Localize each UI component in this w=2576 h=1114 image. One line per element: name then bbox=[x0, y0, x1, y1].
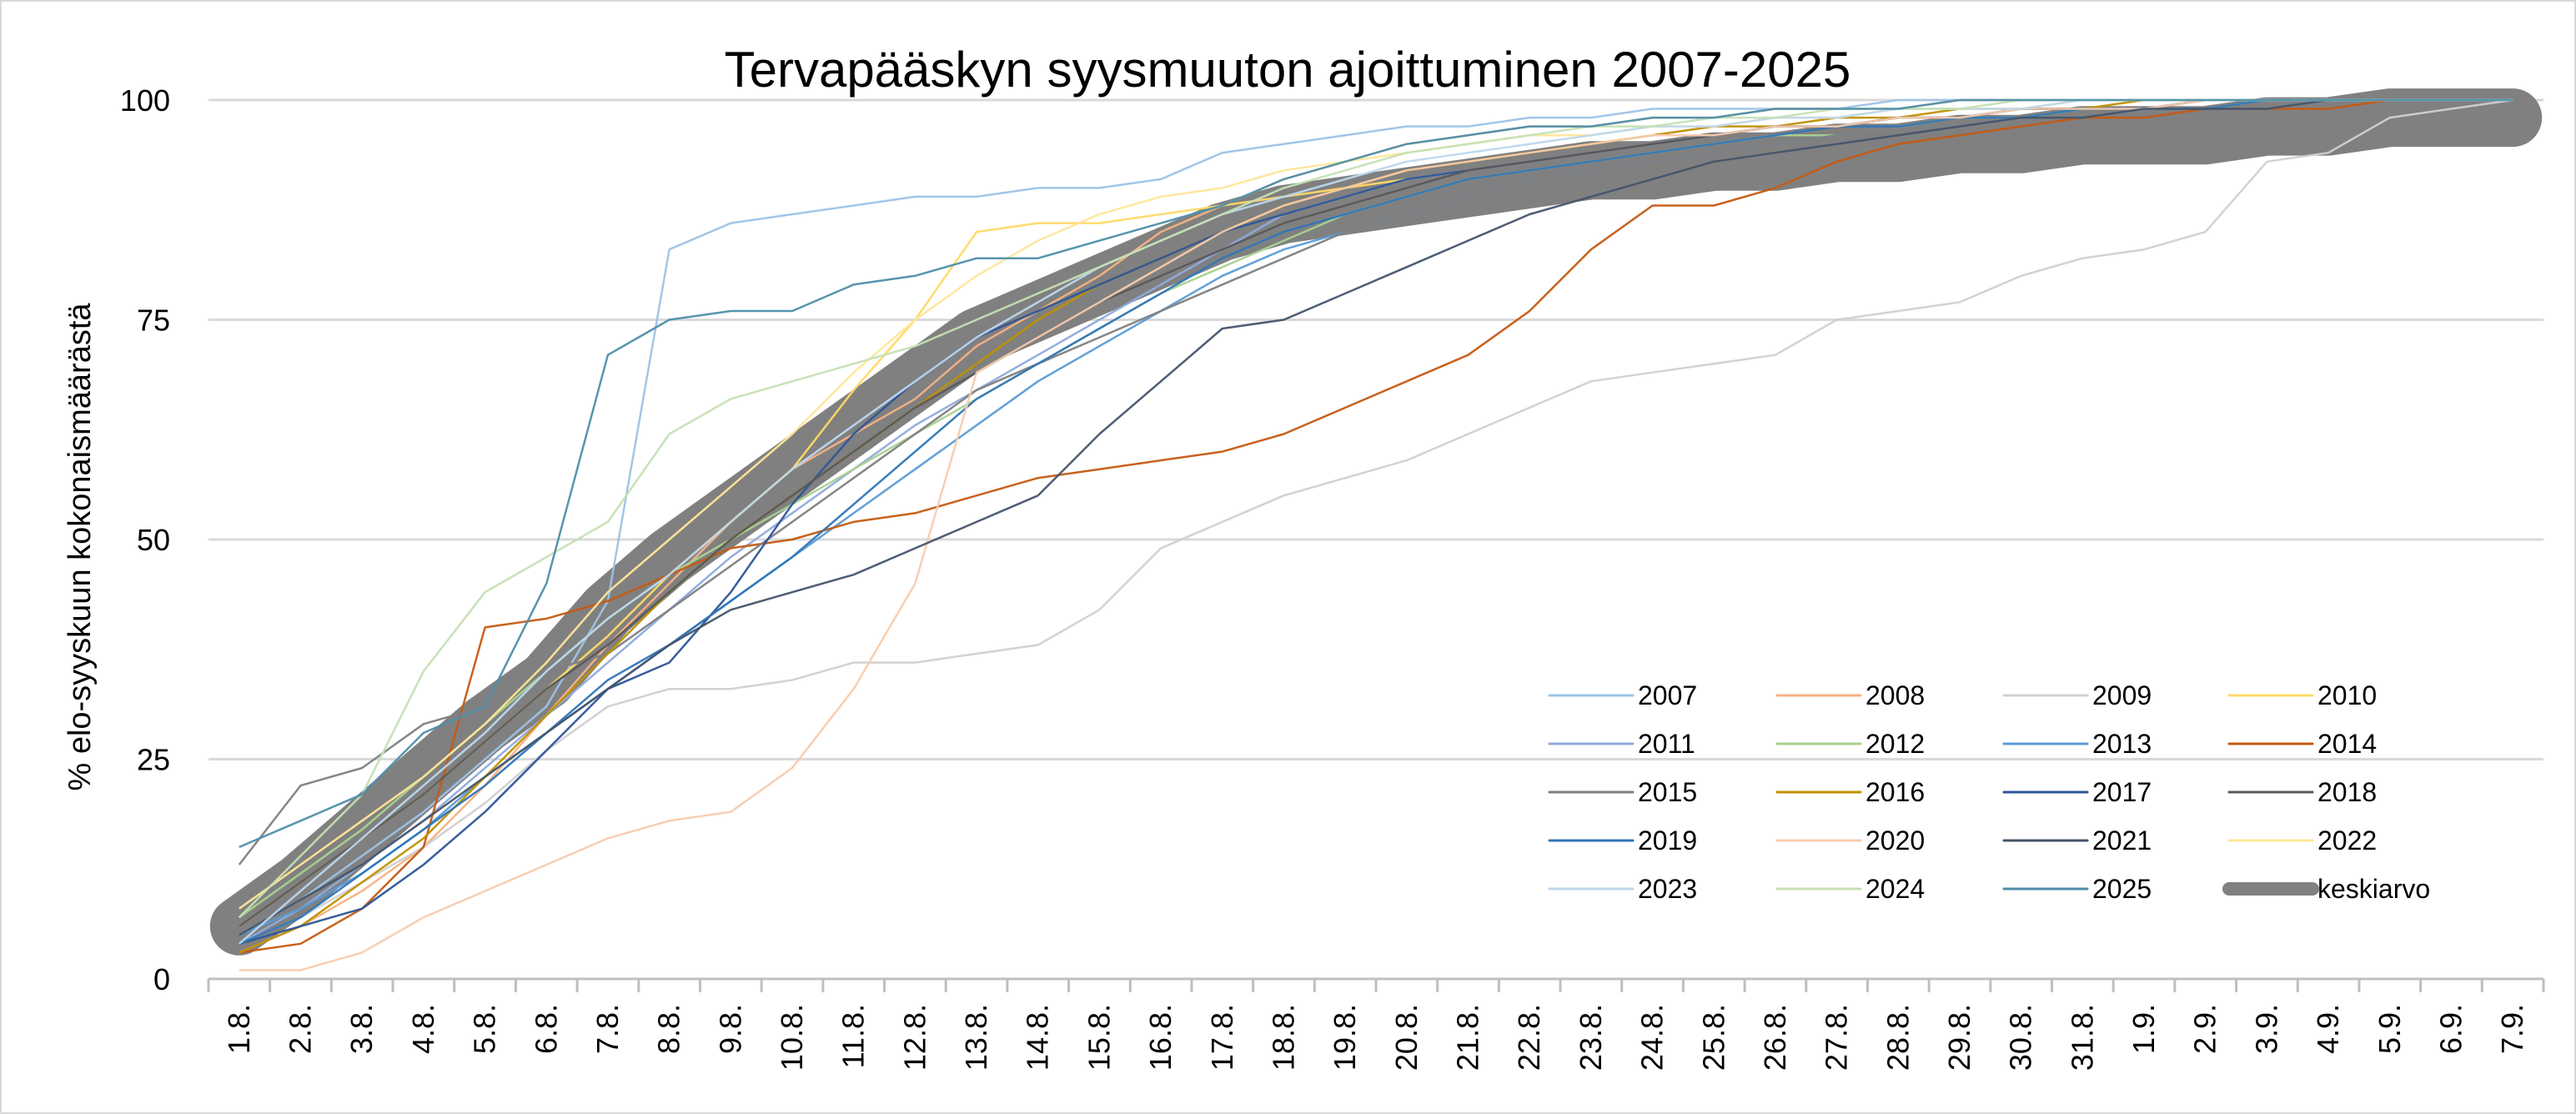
y-tick-label-0: 0 bbox=[153, 962, 170, 996]
x-tick-label-9: 10.8. bbox=[775, 1004, 809, 1071]
x-tick-label-32: 2.9. bbox=[2188, 1004, 2222, 1054]
y-axis-title: % elo-syyskuun kokonaismäärästä bbox=[63, 303, 98, 791]
legend-label-2010: 2010 bbox=[2317, 680, 2377, 710]
x-tick-label-19: 20.8. bbox=[1389, 1004, 1424, 1071]
x-tick-label-7: 8.8. bbox=[652, 1004, 686, 1054]
y-tick-label-50: 50 bbox=[137, 523, 170, 557]
legend-label-2017: 2017 bbox=[2092, 777, 2152, 807]
legend-label-2020: 2020 bbox=[1865, 825, 1925, 856]
x-tick-label-18: 19.8. bbox=[1328, 1004, 1362, 1071]
x-tick-label-22: 23.8. bbox=[1574, 1004, 1608, 1071]
x-tick-label-24: 25.8. bbox=[1696, 1004, 1730, 1071]
x-tick-label-0: 1.8. bbox=[222, 1004, 256, 1054]
x-tick-label-37: 7.9. bbox=[2495, 1004, 2529, 1054]
series-line-2025 bbox=[239, 98, 2513, 849]
x-tick-label-8: 9.8. bbox=[713, 1004, 747, 1054]
x-tick-label-29: 30.8. bbox=[2004, 1004, 2038, 1071]
x-tick-label-20: 21.8. bbox=[1451, 1004, 1485, 1071]
y-tick-label-100: 100 bbox=[120, 83, 170, 118]
legend-label-2019: 2019 bbox=[1638, 825, 1697, 856]
x-tick-label-23: 24.8. bbox=[1635, 1004, 1670, 1071]
series-line-2009 bbox=[239, 98, 2513, 945]
legend-label-2023: 2023 bbox=[1638, 874, 1697, 904]
x-tick-label-17: 18.8. bbox=[1266, 1004, 1300, 1071]
x-tick-label-25: 26.8. bbox=[1758, 1004, 1792, 1071]
series-lines bbox=[209, 88, 2543, 971]
x-tick-label-21: 22.8. bbox=[1512, 1004, 1546, 1071]
x-tick-label-35: 5.9. bbox=[2373, 1004, 2407, 1054]
x-tick-label-14: 15.8. bbox=[1082, 1004, 1116, 1071]
x-tick-label-5: 6.8. bbox=[529, 1004, 563, 1054]
chart-title: Tervapääskyn syysmuuton ajoittuminen 200… bbox=[725, 42, 1851, 98]
x-tick-label-2: 3.8. bbox=[344, 1004, 379, 1054]
x-tick-label-13: 14.8. bbox=[1021, 1004, 1055, 1071]
series-line-2021 bbox=[239, 98, 2513, 936]
x-tick-label-28: 29.8. bbox=[1942, 1004, 1976, 1071]
x-tick-label-36: 6.9. bbox=[2433, 1004, 2468, 1054]
series-line-keskiarvo bbox=[209, 88, 2543, 956]
legend-label-2024: 2024 bbox=[1865, 874, 1925, 904]
axes: 0 25 50 75 100 1.8. 2.8. 3.8. 4.8. 5.8. 6.8. 7.8. 8.… bbox=[120, 83, 2545, 1071]
legend-label-2007: 2007 bbox=[1638, 680, 1697, 710]
x-tick-label-27: 28.8. bbox=[1881, 1004, 1915, 1071]
legend-label-2015: 2015 bbox=[1638, 777, 1697, 807]
legend-label-2013: 2013 bbox=[2092, 729, 2152, 759]
x-tick-label-16: 17.8. bbox=[1205, 1004, 1239, 1071]
x-tick-label-11: 12.8. bbox=[897, 1004, 931, 1071]
y-tick-label-25: 25 bbox=[137, 743, 170, 777]
legend-label-2025: 2025 bbox=[2092, 874, 2152, 904]
x-tick-label-1: 2.8. bbox=[284, 1004, 318, 1054]
x-tick-label-30: 31.8. bbox=[2065, 1004, 2099, 1071]
series-line-2020 bbox=[239, 98, 2513, 971]
x-tick-label-31: 1.9. bbox=[2127, 1004, 2161, 1054]
x-tick-label-12: 13.8. bbox=[959, 1004, 993, 1071]
legend-label-2018: 2018 bbox=[2317, 777, 2377, 807]
legend-label-2008: 2008 bbox=[1865, 680, 1925, 710]
legend-label-2021: 2021 bbox=[2092, 825, 2152, 856]
legend: 2007 2008 2009 2010 2011 2012 2013 2014 2015 2016… bbox=[1548, 680, 2430, 904]
legend-label-2009: 2009 bbox=[2092, 680, 2152, 710]
x-tick-label-10: 11.8. bbox=[836, 1004, 871, 1068]
legend-label-keskiarvo: keskiarvo bbox=[2317, 874, 2430, 904]
legend-label-2012: 2012 bbox=[1865, 729, 1925, 759]
y-tick-label-75: 75 bbox=[137, 304, 170, 338]
legend-label-2014: 2014 bbox=[2317, 729, 2377, 759]
x-tick-label-26: 27.8. bbox=[1820, 1004, 1854, 1071]
legend-label-2016: 2016 bbox=[1865, 777, 1925, 807]
x-tick-label-3: 4.8. bbox=[406, 1004, 440, 1054]
x-tick-label-4: 5.8. bbox=[468, 1004, 502, 1054]
x-tick-label-33: 3.9. bbox=[2249, 1004, 2283, 1054]
x-tick-label-15: 16.8. bbox=[1143, 1004, 1178, 1071]
legend-label-2022: 2022 bbox=[2317, 825, 2377, 856]
legend-label-2011: 2011 bbox=[1638, 729, 1695, 759]
x-tick-label-6: 7.8. bbox=[590, 1004, 625, 1054]
x-tick-label-34: 4.9. bbox=[2311, 1004, 2345, 1054]
series-line-2014 bbox=[239, 98, 2513, 954]
